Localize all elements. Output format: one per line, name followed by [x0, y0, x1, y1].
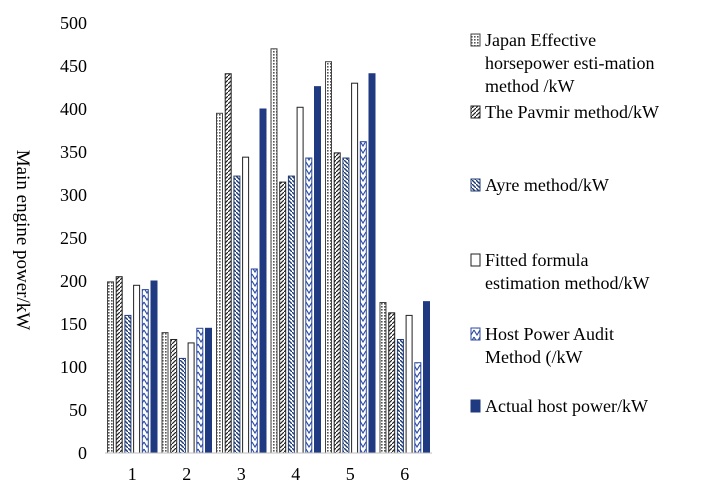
y-axis-ticks: 0 50 100 150 200 250 300 350 400 450 500 — [60, 13, 87, 463]
bar-series-1-cat-6 — [379, 302, 387, 454]
bar-series-3-cat-5 — [342, 157, 350, 454]
bar-series-1-cat-3 — [216, 112, 223, 454]
bar-series-4-cat-2 — [187, 342, 195, 454]
bar-series-6-cat-1 — [150, 280, 158, 454]
x-tick-label: 4 — [291, 464, 300, 484]
bar-series-3-cat-4 — [287, 175, 295, 454]
legend-label: horsepower esti-mation — [485, 53, 654, 73]
x-tick-label: 6 — [400, 464, 409, 484]
legend-label: The Pavmir method/kW — [485, 102, 659, 122]
legend-swatch — [470, 178, 481, 192]
bar-series-6-cat-6 — [423, 301, 430, 454]
y-tick-label: 200 — [60, 271, 87, 291]
bar-series-2-cat-3 — [224, 73, 232, 454]
y-tick-label: 400 — [60, 99, 87, 119]
bar-series-6-cat-2 — [205, 327, 212, 454]
y-tick-label: 500 — [60, 13, 87, 33]
legend-swatch — [470, 33, 481, 47]
y-tick-label: 250 — [60, 228, 87, 248]
bar-series-6-cat-3 — [259, 108, 267, 454]
y-tick-label: 100 — [60, 357, 87, 377]
legend-label: Actual host power/kW — [485, 396, 648, 416]
bar-series-2-cat-4 — [279, 181, 287, 454]
x-tick-label: 3 — [237, 464, 246, 484]
bars — [107, 48, 430, 454]
legend-swatch — [470, 105, 481, 119]
legend-swatch — [470, 327, 481, 341]
y-tick-label: 150 — [60, 314, 87, 334]
bar-series-1-cat-5 — [325, 61, 332, 454]
y-tick-label: 450 — [60, 56, 87, 76]
bar-series-4-cat-1 — [133, 284, 141, 454]
bar-series-5-cat-1 — [141, 289, 149, 454]
bar-series-4-cat-4 — [296, 106, 304, 454]
bar-series-2-cat-6 — [388, 312, 396, 454]
y-axis-label: Main engine power/kW — [12, 150, 33, 331]
bar-series-1-cat-1 — [107, 281, 114, 454]
legend-label: estimation method/kW — [485, 273, 649, 293]
y-tick-label: 50 — [69, 400, 87, 420]
x-tick-label: 5 — [346, 464, 355, 484]
bar-series-1-cat-4 — [270, 48, 278, 454]
bar-series-4-cat-6 — [405, 314, 413, 454]
legend-label: Fitted formula — [485, 250, 588, 270]
bar-series-5-cat-2 — [196, 327, 204, 454]
y-tick-label: 0 — [78, 443, 87, 463]
legend-swatch — [470, 253, 481, 267]
y-tick-label: 300 — [60, 185, 87, 205]
legend-swatch — [470, 399, 481, 413]
bar-series-6-cat-5 — [368, 73, 376, 454]
x-tick-label: 2 — [182, 464, 191, 484]
bar-series-3-cat-1 — [124, 314, 132, 454]
bar-series-5-cat-6 — [414, 362, 422, 454]
bar-series-2-cat-5 — [333, 152, 341, 454]
bar-series-3-cat-2 — [178, 357, 186, 454]
bar-series-4-cat-5 — [351, 82, 359, 454]
legend-label: Host Power Audit — [485, 324, 614, 344]
bar-series-2-cat-1 — [115, 276, 123, 454]
bar-series-4-cat-3 — [242, 156, 250, 454]
legend: Japan Effective horsepower esti-mation met… — [470, 30, 659, 416]
x-tick-label: 1 — [128, 464, 137, 484]
bar-series-5-cat-4 — [305, 157, 313, 454]
bar-series-5-cat-3 — [250, 268, 258, 454]
bar-series-6-cat-4 — [314, 86, 321, 454]
bar-series-2-cat-2 — [170, 338, 178, 454]
legend-label: Method (/kW — [485, 347, 582, 368]
bar-series-3-cat-6 — [396, 338, 404, 454]
bar-series-5-cat-5 — [359, 141, 367, 454]
bar-series-1-cat-2 — [161, 332, 169, 454]
legend-label: method /kW — [485, 76, 574, 96]
legend-label: Ayre method/kW — [485, 175, 609, 195]
legend-label: Japan Effective — [485, 30, 596, 50]
bar-series-3-cat-3 — [233, 175, 241, 454]
x-axis-ticks: 1 2 3 4 5 6 — [128, 464, 410, 484]
y-tick-label: 350 — [60, 142, 87, 162]
